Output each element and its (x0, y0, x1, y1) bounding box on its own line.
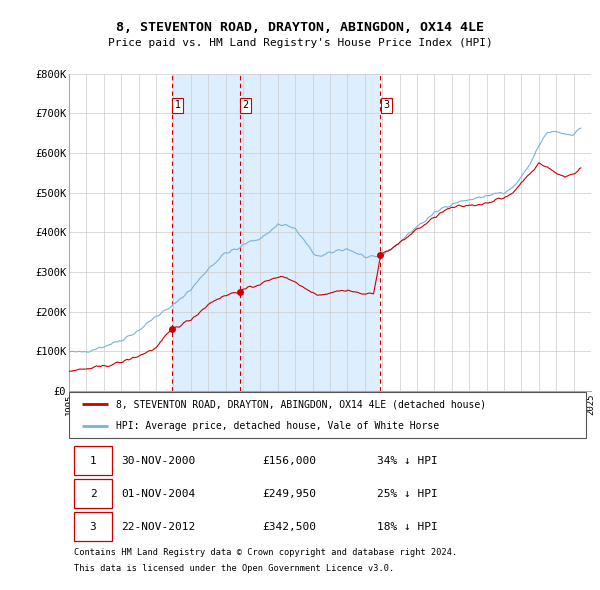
Text: 18% ↓ HPI: 18% ↓ HPI (377, 522, 438, 532)
FancyBboxPatch shape (74, 479, 112, 508)
Text: 2: 2 (243, 100, 249, 110)
Text: 8, STEVENTON ROAD, DRAYTON, ABINGDON, OX14 4LE: 8, STEVENTON ROAD, DRAYTON, ABINGDON, OX… (116, 21, 484, 34)
Text: 3: 3 (89, 522, 97, 532)
Text: This data is licensed under the Open Government Licence v3.0.: This data is licensed under the Open Gov… (74, 564, 394, 573)
Text: 8, STEVENTON ROAD, DRAYTON, ABINGDON, OX14 4LE (detached house): 8, STEVENTON ROAD, DRAYTON, ABINGDON, OX… (116, 399, 486, 409)
Text: HPI: Average price, detached house, Vale of White Horse: HPI: Average price, detached house, Vale… (116, 421, 439, 431)
Bar (240, 74, 380, 391)
Text: £342,500: £342,500 (262, 522, 316, 532)
Text: 1: 1 (175, 100, 181, 110)
Text: 22-NOV-2012: 22-NOV-2012 (121, 522, 196, 532)
Text: 34% ↓ HPI: 34% ↓ HPI (377, 455, 438, 466)
Text: 3: 3 (383, 100, 389, 110)
Text: Contains HM Land Registry data © Crown copyright and database right 2024.: Contains HM Land Registry data © Crown c… (74, 548, 457, 558)
Text: 25% ↓ HPI: 25% ↓ HPI (377, 489, 438, 499)
FancyBboxPatch shape (74, 446, 112, 475)
Text: 2: 2 (89, 489, 97, 499)
FancyBboxPatch shape (74, 513, 112, 542)
Text: £249,950: £249,950 (262, 489, 316, 499)
FancyBboxPatch shape (69, 392, 586, 438)
Text: 01-NOV-2004: 01-NOV-2004 (121, 489, 196, 499)
Text: £156,000: £156,000 (262, 455, 316, 466)
Text: 1: 1 (89, 455, 97, 466)
Bar (172, 74, 240, 391)
Text: 30-NOV-2000: 30-NOV-2000 (121, 455, 196, 466)
Text: Price paid vs. HM Land Registry's House Price Index (HPI): Price paid vs. HM Land Registry's House … (107, 38, 493, 48)
